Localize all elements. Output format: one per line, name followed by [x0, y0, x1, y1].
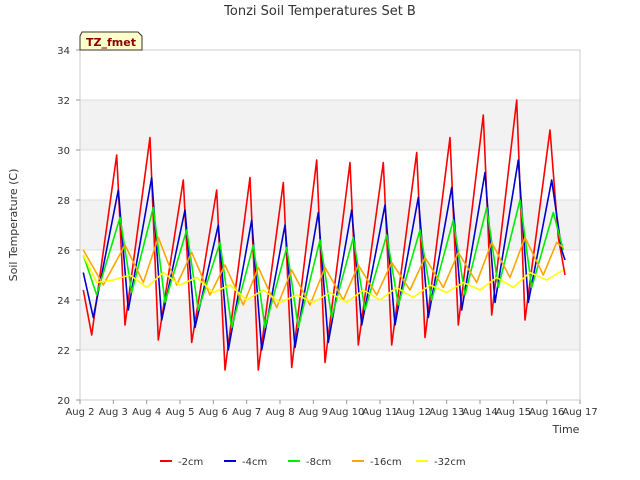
- legend-label: -4cm: [242, 457, 267, 468]
- x-tick-label: Aug 8: [265, 407, 294, 418]
- x-tick-label: Aug 15: [496, 407, 531, 418]
- y-axis: 20 22 24 26 28 30 32 34: [57, 46, 80, 407]
- legend-label: -2cm: [178, 457, 203, 468]
- legend-label: -32cm: [434, 457, 466, 468]
- tag-box: TZ_fmet: [79, 31, 143, 51]
- y-tick-label: 22: [57, 346, 70, 357]
- x-tick-label: Aug 10: [329, 407, 364, 418]
- series-line--2cm: [82, 99, 566, 371]
- x-tick-label: Aug 13: [429, 407, 464, 418]
- grid-band: [80, 200, 580, 250]
- x-axis: Aug 2 Aug 3 Aug 4 Aug 5 Aug 6 Aug 7 Aug 8 Aug 9…: [65, 400, 598, 418]
- plot-frame: [79, 49, 581, 401]
- chart-title: Tonzi Soil Temperatures Set B: [223, 4, 416, 19]
- series-line--32cm: [82, 254, 564, 304]
- x-tick-label: Aug 7: [232, 407, 261, 418]
- x-axis-label: Time: [552, 423, 580, 436]
- tag-box-shape: [79, 31, 143, 51]
- tag-label: TZ_fmet: [86, 36, 136, 49]
- x-tick-label: Aug 3: [99, 407, 128, 418]
- x-tick-label: Aug 17: [562, 407, 597, 418]
- grid-band: [80, 100, 580, 150]
- legend: -2cm -4cm -8cm -16cm -32cm: [160, 457, 466, 468]
- y-tick-label: 20: [57, 396, 70, 407]
- y-tick-label: 34: [57, 46, 70, 57]
- series-group: [82, 99, 566, 371]
- y-axis-label: Soil Temperature (C): [7, 169, 20, 282]
- series-line--16cm: [82, 236, 564, 309]
- y-tick-label: 32: [57, 96, 70, 107]
- x-tick-label: Aug 4: [132, 407, 161, 418]
- y-tick-label: 24: [57, 296, 70, 307]
- series-line--8cm: [82, 199, 565, 329]
- x-tick-label: Aug 6: [199, 407, 228, 418]
- x-tick-label: Aug 5: [165, 407, 194, 418]
- x-tick-label: Aug 16: [529, 407, 564, 418]
- series-line--4cm: [82, 159, 566, 351]
- y-tick-label: 26: [57, 246, 70, 257]
- legend-label: -8cm: [306, 457, 331, 468]
- y-tick-label: 28: [57, 196, 70, 207]
- y-tick-label: 30: [57, 146, 70, 157]
- x-tick-label: Aug 14: [462, 407, 497, 418]
- legend-label: -16cm: [370, 457, 402, 468]
- x-tick-label: Aug 9: [299, 407, 328, 418]
- x-tick-label: Aug 11: [362, 407, 397, 418]
- x-tick-label: Aug 2: [65, 407, 94, 418]
- x-tick-label: Aug 12: [396, 407, 431, 418]
